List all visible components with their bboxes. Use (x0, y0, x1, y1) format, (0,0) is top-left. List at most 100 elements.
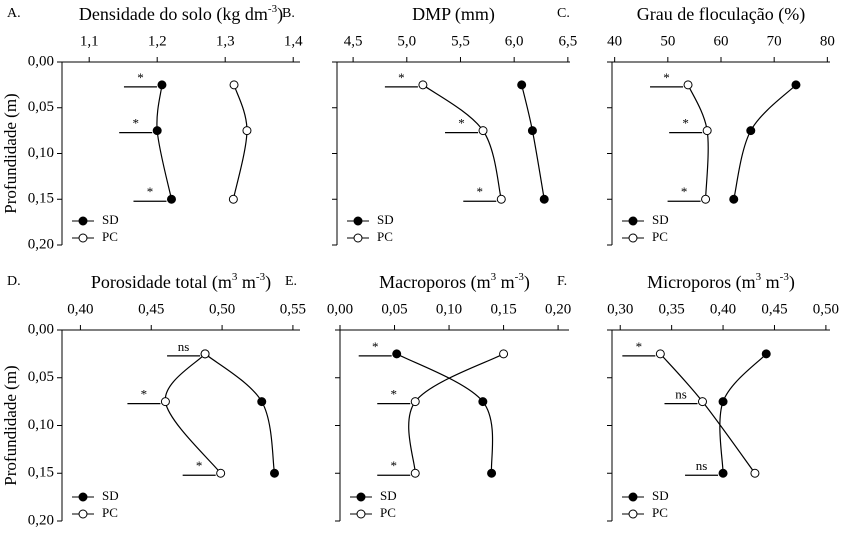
legend-marker (78, 216, 88, 226)
data-point (166, 194, 176, 204)
data-point (539, 194, 549, 204)
title-superscript: 3 (232, 271, 238, 283)
legend-label: SD (102, 212, 119, 227)
significance-label: * (372, 339, 379, 354)
data-point (152, 126, 162, 136)
legend-label: SD (652, 488, 669, 503)
data-point (517, 80, 527, 90)
data-point (791, 80, 801, 90)
legend-marker (628, 216, 638, 226)
y-tick-label: 0,10 (28, 417, 54, 433)
x-tick-label: 0,35 (659, 301, 685, 317)
data-point (418, 80, 428, 90)
series-line (733, 84, 797, 200)
significance-label: * (458, 116, 465, 131)
data-point (701, 194, 711, 204)
significance-label: ns (696, 458, 708, 473)
legend-label: PC (377, 229, 393, 244)
panel-label: C. (557, 6, 570, 21)
title-text: m (761, 272, 780, 292)
x-tick-label: 0,20 (545, 301, 571, 317)
data-point (410, 397, 420, 407)
y-tick-label: 0,20 (28, 512, 54, 528)
significance-label: * (390, 458, 397, 473)
significance-label: * (477, 184, 484, 199)
data-point (257, 397, 267, 407)
title-superscript: -3 (780, 271, 790, 283)
data-point (697, 397, 707, 407)
series-line (422, 84, 502, 200)
x-tick-label: 60 (714, 33, 729, 49)
data-point (527, 126, 537, 136)
series-line (396, 353, 494, 474)
legend-label: SD (652, 212, 669, 227)
x-tick-label: 6,5 (558, 33, 577, 49)
series-line (232, 84, 248, 200)
legend-marker (628, 509, 638, 519)
x-tick-label: 50 (660, 33, 675, 49)
legend-marker (353, 233, 363, 243)
title-text: Grau de floculação (%) (637, 4, 805, 25)
series-line (719, 353, 767, 474)
x-tick-label: 0,10 (436, 301, 462, 317)
series-line (687, 84, 709, 200)
data-point (496, 194, 506, 204)
legend-marker (78, 233, 88, 243)
data-point (729, 194, 739, 204)
data-point (410, 468, 420, 478)
title-text: ) (265, 272, 271, 293)
data-point (242, 126, 252, 136)
title-superscript: 3 (756, 271, 762, 283)
x-tick-label: 70 (767, 33, 782, 49)
significance-label: * (636, 339, 643, 354)
x-tick-label: 1,2 (148, 33, 167, 49)
legend-label: SD (102, 488, 119, 503)
panel-title: Macroporos (m3 m-3) (379, 271, 530, 294)
significance-label: * (147, 184, 154, 199)
data-point (499, 349, 509, 359)
data-point (228, 194, 238, 204)
title-text: m (237, 272, 256, 292)
x-tick-label: 6,0 (505, 33, 524, 49)
x-tick-label: 80 (820, 33, 835, 49)
x-tick-label: 40 (607, 33, 622, 49)
significance-label: ns (675, 387, 687, 402)
x-tick-label: 0,15 (490, 301, 516, 317)
significance-label: * (398, 70, 405, 85)
panel-title: Porosidade total (m3 m-3) (91, 271, 271, 294)
panel-label: F. (557, 274, 567, 289)
series-line (164, 353, 222, 474)
series-line (659, 353, 756, 474)
panel-label: B. (282, 6, 295, 21)
legend-label: PC (102, 505, 118, 520)
x-tick-label: 1,3 (216, 33, 235, 49)
panel-label: E. (285, 274, 297, 289)
legend-label: PC (652, 229, 668, 244)
title-superscript: -3 (256, 271, 266, 283)
data-point (746, 126, 756, 136)
y-tick-label: 0,10 (28, 145, 54, 161)
data-point (718, 468, 728, 478)
legend-label: SD (377, 212, 394, 227)
x-tick-label: 0,40 (67, 301, 93, 317)
significance-label: ns (178, 339, 190, 354)
title-text: ) (524, 272, 530, 293)
panel-title: DMP (mm) (412, 4, 495, 25)
x-tick-label: 0,40 (710, 301, 736, 317)
title-text: ) (789, 272, 795, 293)
x-tick-label: 0,50 (209, 301, 235, 317)
data-point (157, 80, 167, 90)
title-superscript: -3 (515, 271, 525, 283)
x-tick-label: 5,0 (397, 33, 416, 49)
data-point (229, 80, 239, 90)
significance-label: * (137, 70, 144, 85)
data-point (160, 397, 170, 407)
legend-marker (628, 233, 638, 243)
data-point (270, 468, 279, 478)
data-point (392, 349, 402, 359)
title-text: ) (277, 4, 283, 25)
title-text: Microporos (m (647, 272, 755, 293)
x-tick-label: 4,5 (344, 33, 363, 49)
data-point (478, 126, 488, 136)
